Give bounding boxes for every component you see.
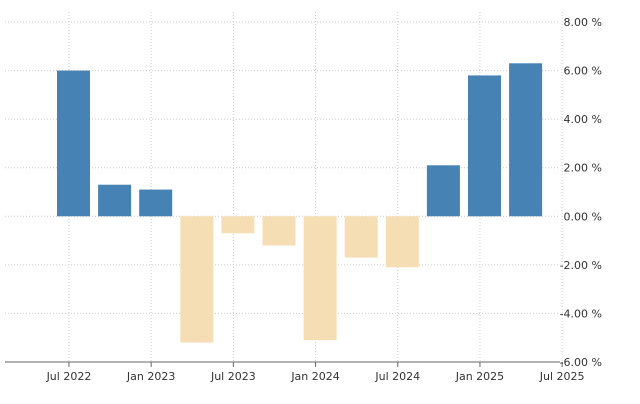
bar-q4-2023[interactable] [262, 216, 296, 246]
y-tick-label: -6.00 % [560, 356, 602, 369]
bar-q4-2024[interactable] [426, 165, 460, 217]
bar-q1-2025[interactable] [468, 75, 501, 217]
bar-q2-2025[interactable] [509, 63, 543, 217]
x-tick-label: Jan 2023 [126, 370, 175, 383]
x-tick-label: Jan 2025 [455, 370, 504, 383]
y-tick-label: -2.00 % [560, 259, 602, 272]
y-tick-label: 4.00 % [564, 113, 602, 126]
y-tick-labels: 8.00 % 6.00 % 4.00 % 2.00 % 0.00 % -2.00 % -4.… [560, 16, 602, 369]
bar-q2-2024[interactable] [344, 216, 378, 258]
y-tick-label: 8.00 % [564, 16, 602, 29]
y-tick-label: 0.00 % [564, 210, 602, 223]
y-tick-label: -4.00 % [560, 307, 602, 320]
bar-q3-2024[interactable] [385, 216, 419, 268]
bar-q4-2022[interactable] [98, 184, 132, 217]
x-tick-labels: Jul 2022 Jan 2023 Jul 2023 Jan 2024 Jul 2024… [46, 370, 585, 383]
x-tick-label: Jul 2022 [46, 370, 92, 383]
x-tick-label: Jan 2024 [290, 370, 339, 383]
y-tick-label: 6.00 % [564, 65, 602, 78]
bar-q3-2023[interactable] [221, 216, 255, 234]
y-tick-label: 2.00 % [564, 162, 602, 175]
axis-layer [5, 361, 563, 367]
x-tick-label: Jul 2025 [539, 370, 585, 383]
bar-q1-2023[interactable] [139, 189, 173, 217]
bar-q3-2022[interactable] [57, 70, 90, 217]
x-tick-label: Jul 2023 [210, 370, 256, 383]
bar-q1-2024[interactable] [303, 216, 337, 341]
bar-q2-2023[interactable] [180, 216, 214, 343]
x-tick-label: Jul 2024 [374, 370, 420, 383]
bars-layer [57, 63, 543, 343]
